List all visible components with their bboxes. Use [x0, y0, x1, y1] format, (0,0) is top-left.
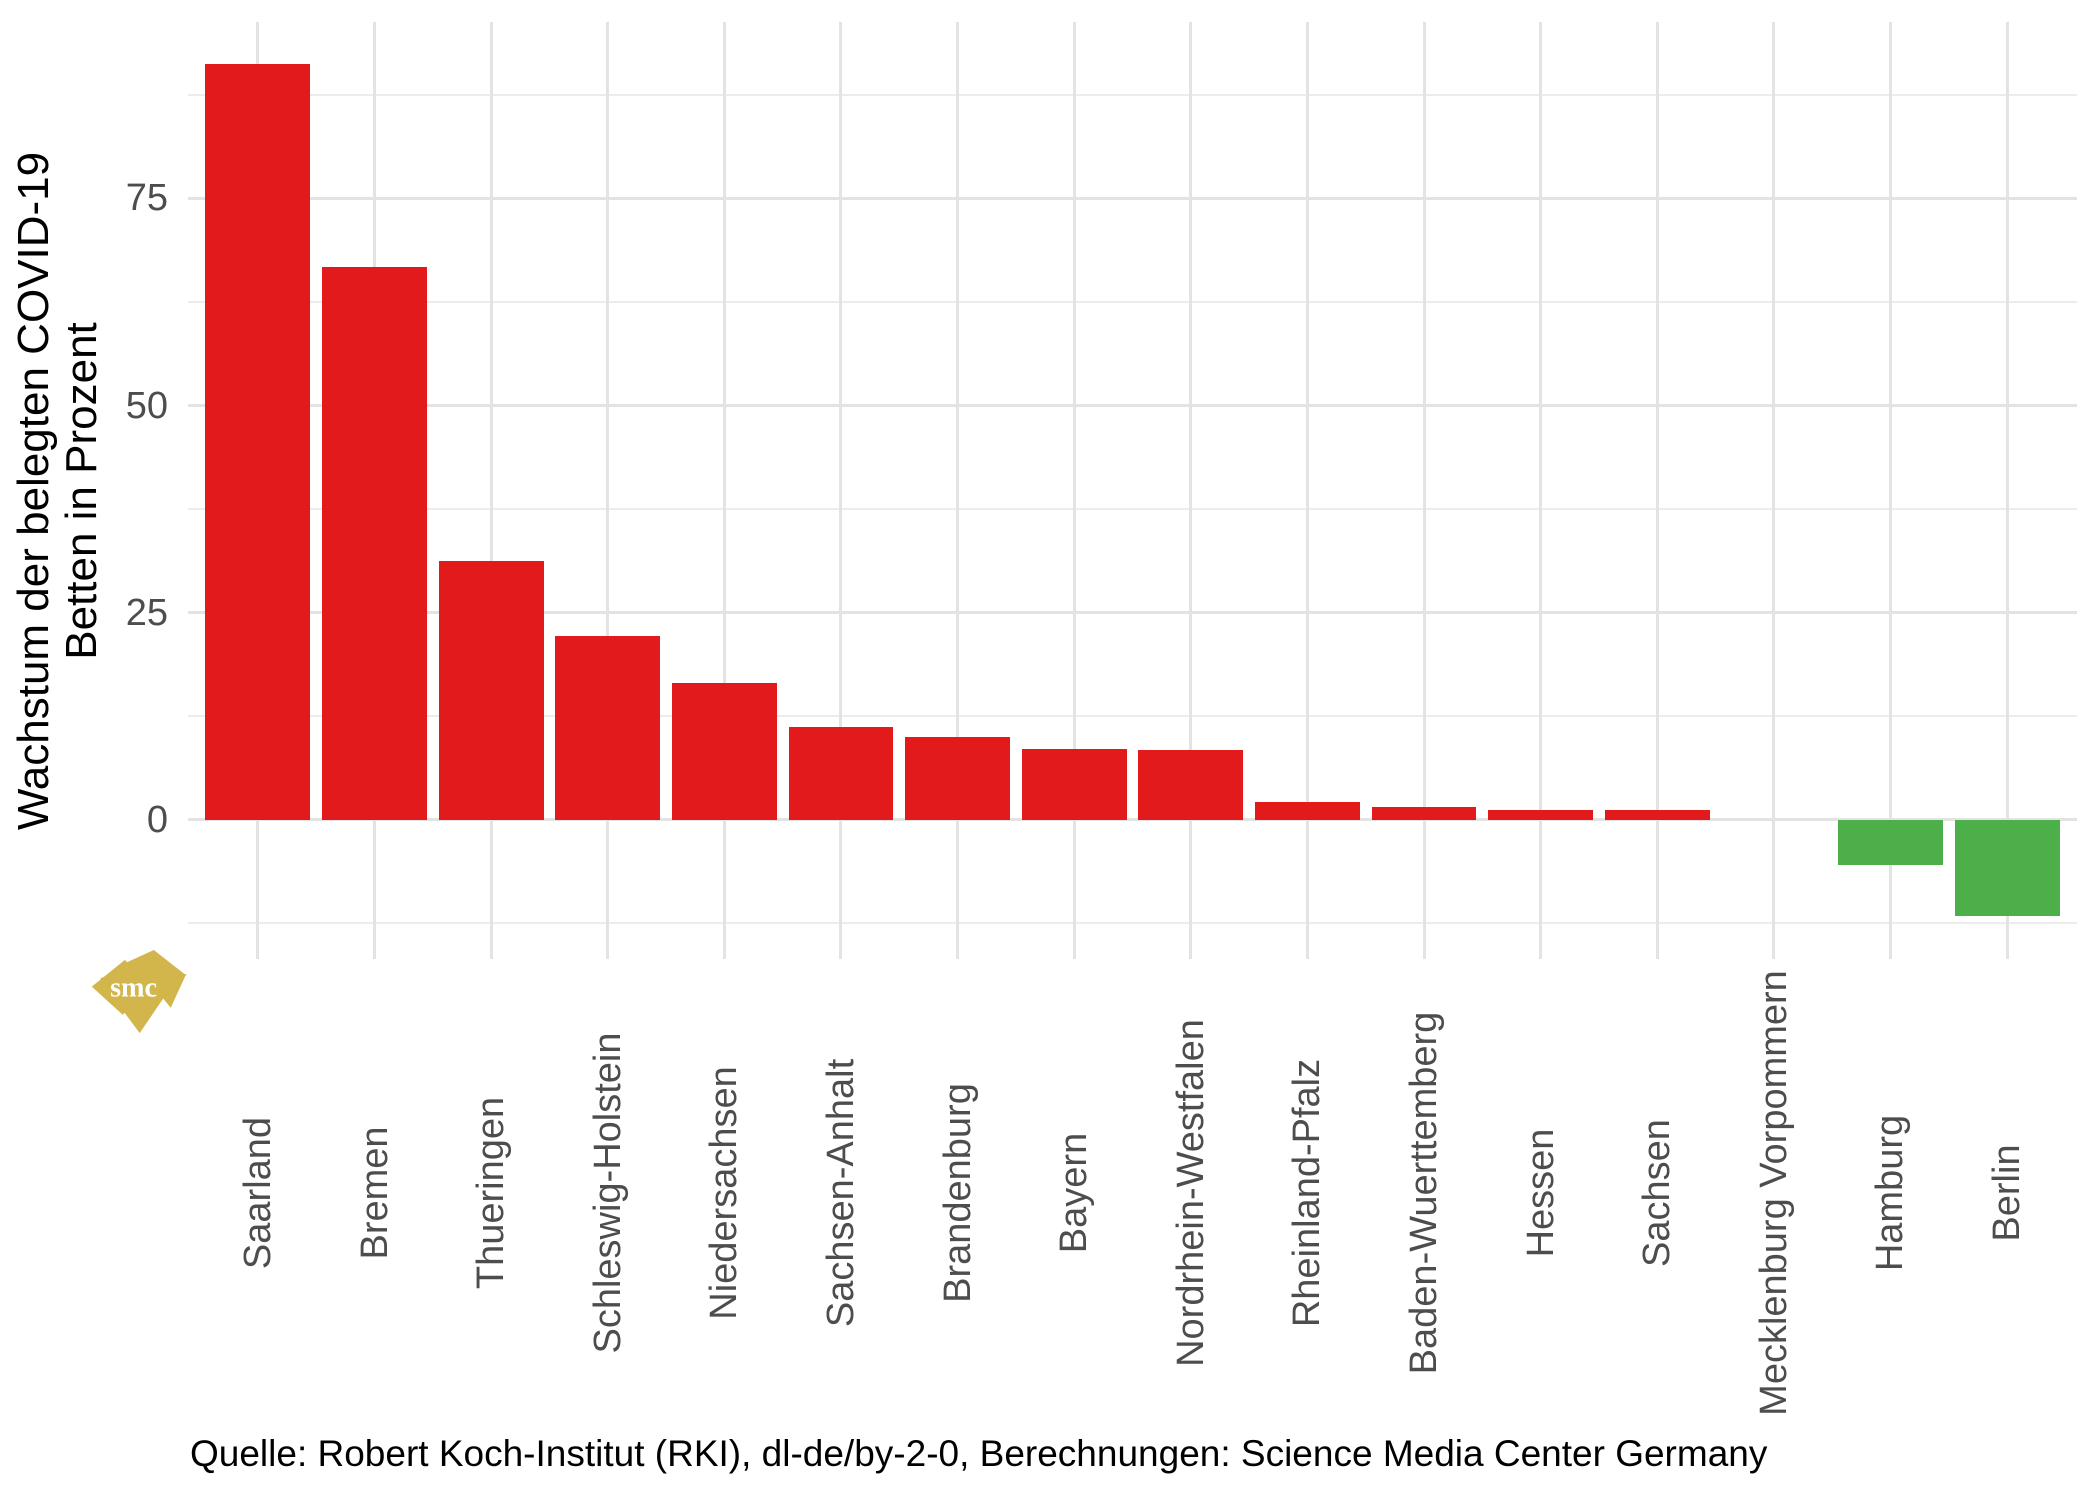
bar-bayern	[1021, 749, 1127, 820]
x-tick-label: Baden-Wuerttemberg	[1403, 1011, 1445, 1375]
gridline-minor-horizontal	[188, 301, 2077, 304]
x-tick-label: Bayern	[1053, 1132, 1096, 1254]
smc-logo-text: smc	[110, 973, 157, 1004]
gridline-major-vertical	[1655, 22, 1659, 959]
gridline-major-vertical	[839, 22, 843, 959]
bar-thueringen	[438, 560, 544, 820]
x-tick-label: Mecklenburg Vorpommern	[1752, 970, 1795, 1416]
bar-rheinland-pfalz	[1254, 801, 1360, 820]
plot-panel	[188, 22, 2077, 959]
gridline-minor-horizontal	[188, 93, 2077, 96]
gridline-major-vertical	[489, 22, 493, 959]
bar-hessen	[1488, 809, 1594, 820]
x-tick-label: Bremen	[353, 1126, 396, 1260]
bar-brandenburg	[905, 736, 1011, 820]
x-tick-label: Brandenburg	[936, 1083, 979, 1303]
gridline-major-vertical	[606, 22, 610, 959]
x-tick-label: Niedersachsen	[703, 1066, 746, 1320]
gridline-major-vertical	[1539, 22, 1543, 959]
bar-baden-wuerttemberg	[1371, 807, 1477, 820]
bar-bremen	[322, 267, 428, 820]
gridline-minor-horizontal	[188, 508, 2077, 511]
gridline-major-vertical	[2005, 22, 2009, 959]
gridline-major-vertical	[722, 22, 726, 959]
gridline-minor-horizontal	[188, 715, 2077, 718]
x-tick-label: Saarland	[236, 1116, 279, 1270]
gridline-major-horizontal	[188, 404, 2077, 408]
y-axis-title-line1: Wachstum der belegten COVID-19	[9, 151, 58, 830]
x-tick-label: Sachsen	[1636, 1119, 1679, 1267]
bar-sachsen	[1604, 809, 1710, 820]
gridline-major-vertical	[1305, 22, 1309, 959]
bar-schleswig-holstein	[555, 635, 661, 820]
bar-nordrhein-westfalen	[1138, 750, 1244, 820]
x-tick-label: Schleswig-Holstein	[586, 1032, 629, 1354]
gridline-major-vertical	[956, 22, 960, 959]
gridline-major-horizontal	[188, 611, 2077, 615]
bar-sachsen-anhalt	[788, 727, 894, 820]
gridline-major-vertical	[1422, 22, 1426, 959]
x-tick-label: Hamburg	[1869, 1114, 1912, 1272]
x-tick-label: Sachsen-Anhalt	[819, 1058, 862, 1328]
y-tick-label: 25	[125, 591, 168, 634]
y-tick-label: 50	[125, 384, 168, 427]
chart-caption: Quelle: Robert Koch-Institut (RKI), dl-d…	[190, 1433, 1768, 1474]
gridline-major-horizontal	[188, 196, 2077, 200]
y-axis-title: Wachstum der belegten COVID-19 Betten in…	[9, 0, 110, 1041]
gridline-major-vertical	[1772, 22, 1776, 959]
gridline-major-horizontal	[188, 818, 2077, 822]
x-tick-label: Hessen	[1519, 1128, 1562, 1258]
x-tick-label: Thueringen	[470, 1096, 513, 1290]
bar-hamburg	[1837, 819, 1943, 865]
bar-saarland	[205, 64, 311, 820]
x-tick-label: Berlin	[1986, 1144, 2029, 1242]
gridline-major-vertical	[1072, 22, 1076, 959]
y-axis-title-line2: Betten in Prozent	[57, 321, 106, 660]
gridline-major-vertical	[1888, 22, 1892, 959]
x-tick-label: Rheinland-Pfalz	[1286, 1058, 1329, 1328]
y-tick-label: 0	[146, 798, 168, 841]
bar-niedersachsen	[671, 683, 777, 820]
x-tick-label: Nordrhein-Westfalen	[1169, 1019, 1212, 1367]
smc-logo: smc	[86, 950, 192, 1041]
gridline-major-vertical	[1189, 22, 1193, 959]
bar-berlin	[1954, 819, 2060, 916]
y-tick-label: 75	[125, 177, 168, 220]
gridline-minor-horizontal	[188, 922, 2077, 925]
